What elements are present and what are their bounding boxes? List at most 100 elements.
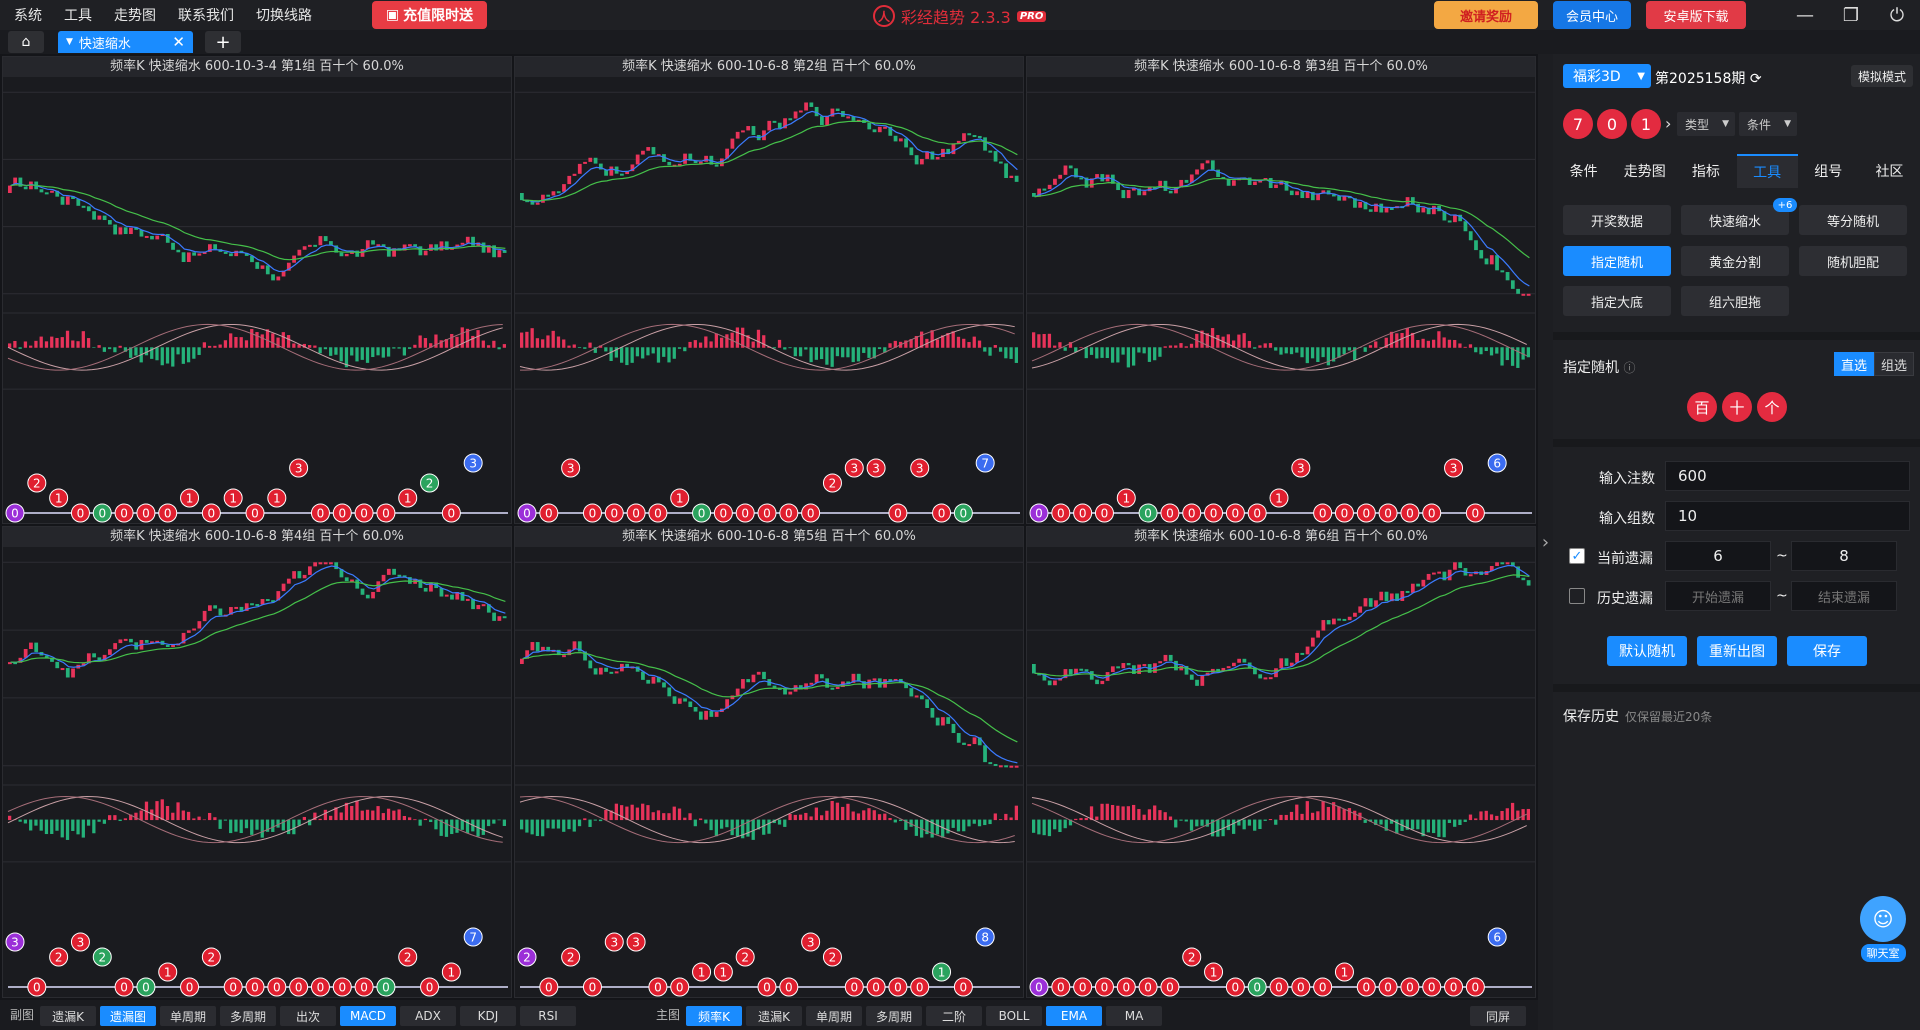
- sub-btn-multi-period[interactable]: 多周期: [220, 1006, 276, 1026]
- macd-bar: [1205, 333, 1209, 348]
- menu-trend[interactable]: 走势图: [114, 8, 156, 24]
- macd-bar: [1342, 347, 1346, 355]
- tab-community[interactable]: 社区: [1875, 164, 1904, 180]
- macd-bar: [1374, 819, 1378, 826]
- add-tab-button[interactable]: +: [205, 31, 241, 53]
- position-tens[interactable]: 十: [1722, 392, 1752, 422]
- chart-panel-1[interactable]: 频率K 快速缩水 600-10-3-4 第1组 百十个 60.0% 0 2 1 0 0 0 0…: [2, 56, 512, 524]
- help-icon[interactable]: ⓘ: [1623, 361, 1636, 375]
- power-icon[interactable]: ⏻: [1889, 4, 1905, 26]
- tool-specified-base[interactable]: 指定大底: [1563, 286, 1671, 316]
- tool-group6-drag[interactable]: 组六胆拖: [1681, 286, 1789, 316]
- position-ones[interactable]: 个: [1757, 392, 1787, 422]
- home-icon[interactable]: ⌂: [8, 31, 44, 53]
- menu-contact[interactable]: 联系我们: [178, 8, 234, 24]
- chart-panel-2[interactable]: 频率K 快速缩水 600-10-6-8 第2组 百十个 60.0% 0 0 3 0 0 0 0…: [514, 56, 1024, 524]
- main-btn-freq-k[interactable]: 频率K: [686, 1006, 742, 1026]
- menu-tools[interactable]: 工具: [64, 8, 92, 24]
- seg-group[interactable]: 组选: [1874, 352, 1914, 376]
- history-omit-from[interactable]: 开始遗漏: [1665, 581, 1771, 611]
- tab-indicator[interactable]: 指标: [1691, 164, 1720, 180]
- tool-random-bold[interactable]: 随机胆配: [1799, 246, 1907, 276]
- main-btn-boll[interactable]: BOLL: [986, 1006, 1042, 1026]
- sub-btn-adx[interactable]: ADX: [400, 1006, 456, 1026]
- main-btn-omit-k[interactable]: 遗漏K: [746, 1006, 802, 1026]
- chart-panel-5[interactable]: 频率K 快速缩水 600-10-6-8 第5组 百十个 60.0% 2 0 2 0 3 3 0…: [514, 526, 1024, 998]
- member-center-button[interactable]: 会员中心: [1553, 1, 1631, 29]
- macd-bar: [777, 819, 782, 825]
- panel-toggle-icon[interactable]: ›: [1538, 54, 1553, 1030]
- history-omit-checkbox[interactable]: [1569, 588, 1585, 604]
- chevron-right-icon[interactable]: ›: [1665, 114, 1672, 133]
- tool-draw-data[interactable]: 开奖数据: [1563, 205, 1671, 235]
- macd-bar: [872, 347, 876, 359]
- tab-quick-shrink[interactable]: ▼ 快速缩水 ✕: [58, 31, 193, 53]
- menu-system[interactable]: 系统: [14, 8, 42, 24]
- tab-group[interactable]: 组号: [1814, 164, 1843, 180]
- candle: [8, 662, 12, 665]
- sub-btn-macd[interactable]: MACD: [340, 1006, 396, 1026]
- minimize-icon[interactable]: —: [1796, 4, 1814, 26]
- main-btn-single-period[interactable]: 单周期: [806, 1006, 862, 1026]
- chat-room-button[interactable]: ☺ 聊天室: [1855, 896, 1911, 972]
- refresh-icon[interactable]: ⟳: [1749, 71, 1762, 87]
- macd-bar: [1374, 341, 1378, 348]
- sub-btn-single-period[interactable]: 单周期: [160, 1006, 216, 1026]
- omit-ball: [692, 503, 712, 523]
- bets-input[interactable]: 600: [1665, 461, 1910, 491]
- omit-ball-value: 2: [1188, 951, 1196, 965]
- history-omit-to[interactable]: 结束遗漏: [1791, 581, 1897, 611]
- tool-quick-shrink[interactable]: 快速缩水: [1681, 205, 1789, 235]
- tool-specified-random[interactable]: 指定随机: [1563, 246, 1671, 276]
- current-omit-checkbox[interactable]: ✓: [1569, 548, 1585, 564]
- menu-switch-line[interactable]: 切换线路: [256, 8, 312, 24]
- invite-button[interactable]: 邀请奖励: [1434, 1, 1538, 29]
- tab-trend[interactable]: 走势图: [1623, 164, 1666, 180]
- default-random-button[interactable]: 默认随机: [1607, 636, 1687, 666]
- lottery-select[interactable]: 福彩3D ▼: [1563, 64, 1651, 88]
- macd-bar: [1516, 347, 1520, 368]
- main-btn-multi-period[interactable]: 多周期: [866, 1006, 922, 1026]
- sub-btn-omit-k[interactable]: 遗漏K: [40, 1006, 96, 1026]
- omit-ball: [801, 932, 821, 952]
- current-omit-to[interactable]: 8: [1791, 541, 1897, 571]
- promo-button[interactable]: ▣ 充值限时送: [372, 1, 487, 29]
- chart-panel-6[interactable]: 频率K 快速缩水 600-10-6-8 第6组 百十个 60.0% 0 0 0 0 0 0 0…: [1026, 526, 1536, 998]
- chart-panel-3[interactable]: 频率K 快速缩水 600-10-6-8 第3组 百十个 60.0% 0 0 0 0 1 0 0…: [1026, 56, 1536, 524]
- macd-line: [7, 323, 503, 371]
- sim-mode-button[interactable]: 模拟模式: [1851, 65, 1913, 87]
- save-button[interactable]: 保存: [1787, 636, 1867, 666]
- current-omit-from[interactable]: 6: [1665, 541, 1771, 571]
- android-download-button[interactable]: 安卓版下载: [1646, 1, 1746, 29]
- redraw-button[interactable]: 重新出图: [1697, 636, 1777, 666]
- sub-btn-rsi[interactable]: RSI: [520, 1006, 576, 1026]
- tool-golden-split[interactable]: 黄金分割: [1681, 246, 1789, 276]
- tool-equal-random[interactable]: 等分随机: [1799, 205, 1907, 235]
- condition-select[interactable]: 条件 ▼: [1739, 112, 1797, 136]
- candle: [18, 177, 23, 187]
- groups-input[interactable]: 10: [1665, 501, 1910, 531]
- omit-ball-value: 6: [1493, 457, 1501, 471]
- macd-bar: [1079, 818, 1083, 821]
- sub-btn-occurrence[interactable]: 出次: [280, 1006, 336, 1026]
- same-screen-button[interactable]: 同屏: [1470, 1006, 1526, 1026]
- tab-condition[interactable]: 条件: [1569, 164, 1598, 180]
- macd-bar: [983, 347, 987, 352]
- position-hundreds[interactable]: 百: [1687, 392, 1717, 422]
- main-btn-ma[interactable]: MA: [1106, 1006, 1162, 1026]
- candle: [1353, 198, 1357, 208]
- chart-panel-4[interactable]: 频率K 快速缩水 600-10-6-8 第4组 百十个 60.0% 3 0 2 3 2 0 0…: [2, 526, 512, 998]
- sub-btn-kdj[interactable]: KDJ: [460, 1006, 516, 1026]
- seg-direct[interactable]: 直选: [1834, 352, 1874, 376]
- macd-bar: [877, 347, 882, 350]
- type-select[interactable]: 类型 ▼: [1677, 112, 1735, 136]
- restore-icon[interactable]: ❐: [1842, 4, 1860, 26]
- main-btn-second-order[interactable]: 二阶: [926, 1006, 982, 1026]
- tab-tools[interactable]: 工具: [1736, 154, 1798, 188]
- omit-ball-value: 0: [1166, 507, 1174, 521]
- main-btn-ema[interactable]: EMA: [1046, 1006, 1102, 1026]
- macd-bar: [376, 806, 380, 821]
- macd-bar: [13, 340, 17, 348]
- close-icon[interactable]: ✕: [172, 33, 185, 51]
- sub-btn-omit-chart[interactable]: 遗漏图: [100, 1006, 156, 1026]
